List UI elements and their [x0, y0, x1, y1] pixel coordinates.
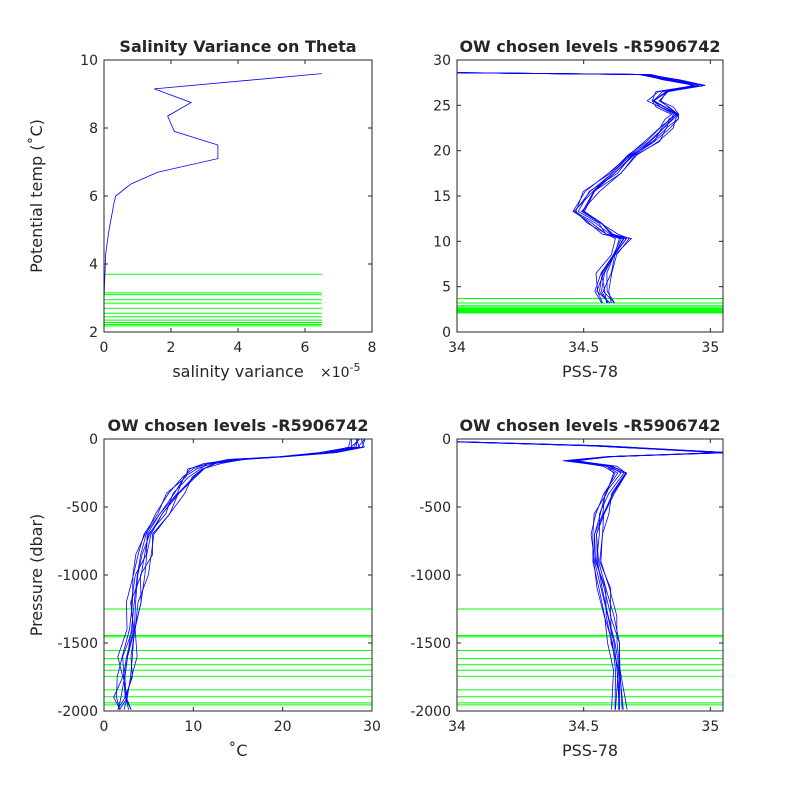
x-tick-label: 35 — [701, 719, 719, 735]
x-tick-label: 6 — [301, 340, 310, 356]
y-tick-label: -500 — [66, 500, 98, 516]
y-tick-label: 8 — [89, 121, 98, 137]
x-axis-label: PSS-78 — [562, 362, 618, 381]
x-tick-label: 20 — [274, 719, 292, 735]
plot-data — [457, 441, 723, 710]
chart-title: OW chosen levels -R5906742 — [459, 416, 720, 435]
x-tick-label: 34 — [448, 719, 466, 735]
x-axis-label: ˚C — [228, 741, 247, 760]
profile-line — [125, 439, 365, 710]
chart-title: OW chosen levels -R5906742 — [107, 416, 368, 435]
y-tick-label: -1500 — [57, 636, 98, 652]
chart-title: OW chosen levels -R5906742 — [459, 37, 720, 56]
x-tick-label: 0 — [100, 719, 109, 735]
y-tick-label: 10 — [80, 53, 98, 69]
x-tick-label: 30 — [363, 719, 381, 735]
y-tick-label: -2000 — [410, 704, 451, 720]
y-tick-label: -1000 — [57, 568, 98, 584]
chart-panel-3: 0 10 20 30 -2000 -1500 -1000 -500 0 OW chosen lev… — [27, 416, 381, 760]
x-axis-label: salinity variance — [172, 362, 303, 381]
x-axis-label: PSS-78 — [562, 741, 618, 760]
x-tick-label: 35 — [701, 340, 719, 356]
profile-line — [459, 441, 723, 710]
y-tick-label: 25 — [433, 98, 451, 114]
y-tick-label: 5 — [442, 280, 451, 296]
y-tick-label: 2 — [89, 325, 98, 341]
x-tick-label: 10 — [184, 719, 202, 735]
y-tick-label: 10 — [433, 234, 451, 250]
plot-data — [104, 73, 322, 327]
x-tick-label: 34 — [448, 340, 466, 356]
x-tick-label: 34.5 — [568, 340, 599, 356]
y-tick-label: 20 — [433, 144, 451, 160]
x-tick-label: 4 — [234, 340, 243, 356]
profile-line — [462, 72, 706, 304]
plot-data — [457, 72, 723, 314]
y-tick-label: -2000 — [57, 704, 98, 720]
chart-panel-4: 34 34.5 35 -2000 -1500 -1000 -500 0 OW chosen le… — [410, 416, 724, 760]
y-tick-label: 0 — [89, 432, 98, 448]
y-axis-label: Potential temp (˚C) — [27, 119, 46, 273]
plot-data — [104, 439, 372, 710]
x-tick-label: 34.5 — [568, 719, 599, 735]
x-tick-label: 0 — [100, 340, 109, 356]
profile-line — [104, 73, 322, 302]
y-tick-label: -1000 — [410, 568, 451, 584]
y-tick-label: -500 — [419, 500, 451, 516]
x-tick-label: 2 — [167, 340, 176, 356]
y-tick-label: 6 — [89, 189, 98, 205]
chart-title: Salinity Variance on Theta — [119, 37, 356, 56]
y-tick-label: 0 — [442, 325, 451, 341]
y-tick-label: 0 — [442, 432, 451, 448]
y-tick-label: 4 — [89, 257, 98, 273]
chart-panel-2: 34 34.5 35 0 5 10 15 20 25 30 OW chosen levels -R5… — [433, 37, 724, 381]
x-tick-label: 8 — [368, 340, 377, 356]
y-tick-label: -1500 — [410, 636, 451, 652]
y-axis-label: Pressure (dbar) — [27, 514, 46, 637]
y-tick-label: 15 — [433, 189, 451, 205]
y-tick-label: 30 — [433, 53, 451, 69]
